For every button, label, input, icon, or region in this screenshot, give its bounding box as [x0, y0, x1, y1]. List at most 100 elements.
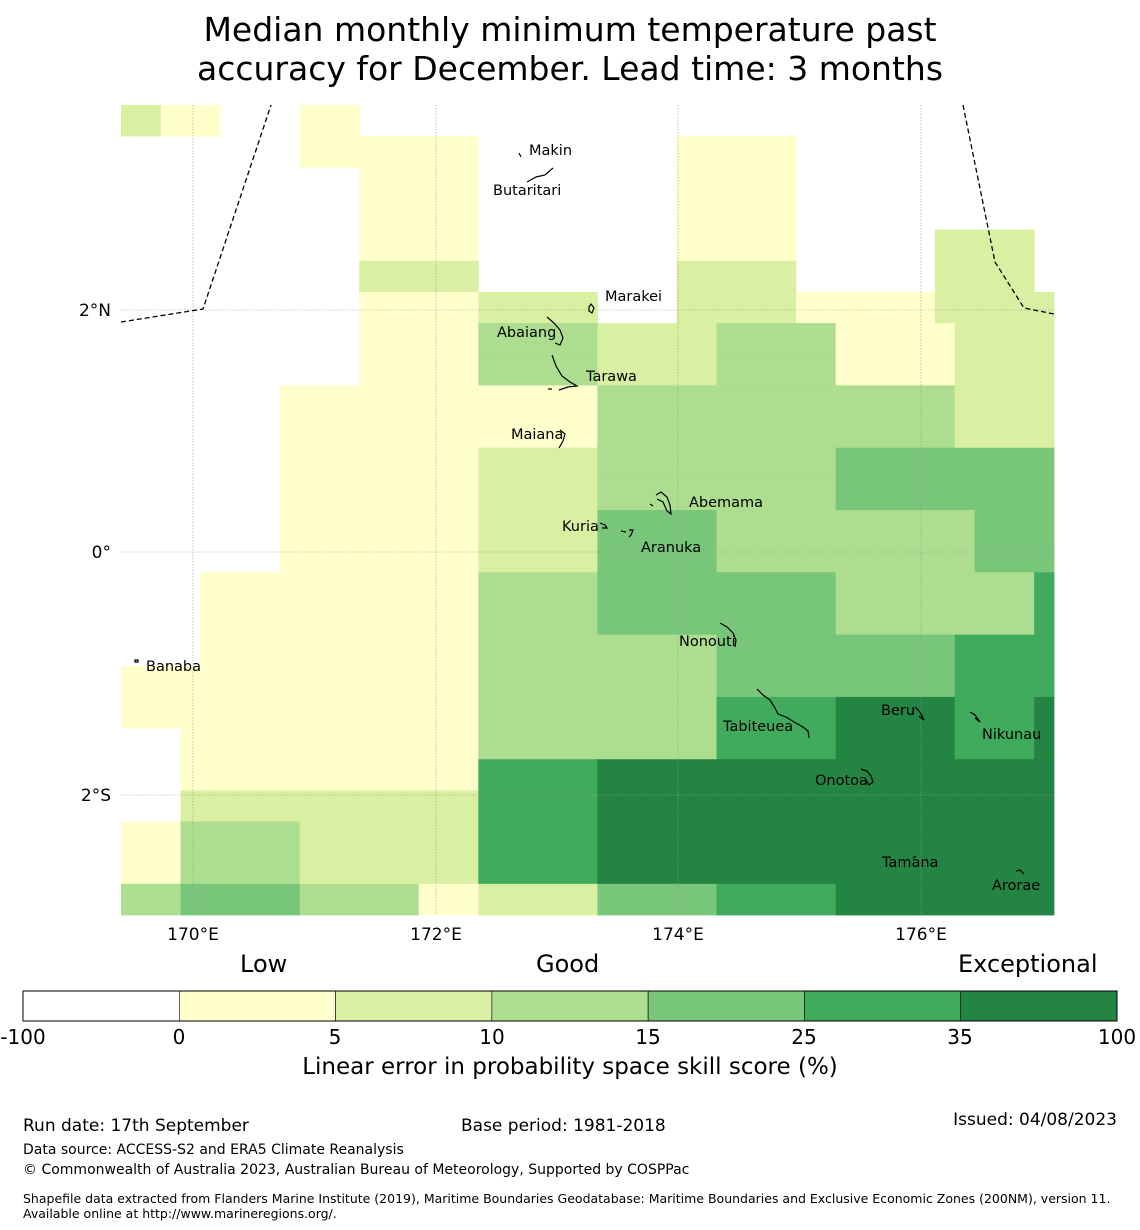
grid-cell	[299, 821, 479, 854]
grid-cell	[478, 291, 598, 324]
colorbar-swatch-2	[335, 990, 493, 1022]
island-label-beru: Beru	[881, 703, 915, 719]
grid-cell	[597, 541, 717, 573]
lat-label-2n: 2°N	[79, 301, 111, 321]
grid-cell	[954, 728, 1035, 760]
colorbar-swatch-4	[647, 990, 805, 1022]
grid-cell	[180, 821, 301, 854]
grid-cell	[597, 447, 837, 480]
grid-cell	[359, 323, 479, 355]
grid-cell	[597, 759, 1055, 791]
grid-cell	[716, 634, 956, 667]
grid-cell	[954, 323, 1055, 355]
grid-cell	[716, 354, 837, 386]
grid-cell	[597, 603, 837, 636]
colorbar-tick-25: 25	[791, 1025, 816, 1049]
eez-boundary-west	[120, 104, 272, 323]
grid-cell	[835, 478, 1055, 511]
grid-cell	[478, 634, 717, 667]
issued-date: Issued: 04/08/2023	[953, 1110, 1117, 1130]
grid-cell	[716, 541, 975, 573]
colorbar-tick-5: 5	[329, 1025, 342, 1049]
lat-label-0: 0°	[92, 543, 111, 563]
island-label-onotoa: Onotoa	[815, 773, 868, 789]
lon-label-176e: 176°E	[895, 925, 947, 945]
colorbar-tick-0: 0	[173, 1025, 186, 1049]
data-source: Data source: ACCESS-S2 and ERA5 Climate …	[23, 1142, 404, 1158]
grid-cell	[954, 634, 1055, 667]
grid-cell	[835, 354, 956, 386]
grid-cell	[716, 728, 837, 760]
title-line-1: Median monthly minimum temperature past	[203, 10, 937, 49]
grid-cell	[676, 229, 797, 262]
grid-cell	[716, 883, 837, 916]
grid-cell	[359, 260, 479, 293]
grid-cell	[299, 136, 479, 168]
grid-cell	[954, 696, 1035, 729]
grid-cell	[835, 572, 1035, 604]
grid-cell	[279, 478, 479, 511]
grid-cell	[835, 323, 956, 355]
colorbar	[22, 990, 1118, 1022]
legend-category-low: Low	[240, 950, 288, 978]
grid-cell	[200, 572, 479, 604]
grid-cell	[597, 790, 1055, 822]
island-labels: Makin Butaritari Marakei Abaiang Tarawa …	[146, 143, 1041, 894]
island-shape-butaritari	[526, 167, 554, 183]
grid-cell	[121, 105, 162, 137]
grid-cell	[279, 416, 598, 449]
lat-label-2s: 2°S	[81, 786, 111, 806]
island-shape-maiana	[558, 429, 566, 449]
grid-cell	[597, 478, 837, 511]
eez-boundary-east	[962, 104, 1055, 315]
grid-cell	[160, 105, 221, 137]
grid-cell	[359, 291, 479, 324]
grid-cell	[279, 510, 479, 542]
grid-cell	[716, 665, 956, 698]
grid-cell	[835, 447, 1055, 480]
grid-cell	[716, 323, 837, 355]
island-shape-nikunau	[969, 711, 981, 723]
base-period: Base period: 1981-2018	[461, 1116, 666, 1136]
grid-cell	[597, 385, 956, 417]
grid-cell	[279, 447, 479, 480]
island-shape-tarawa	[551, 354, 579, 391]
grid-cell	[934, 260, 1035, 293]
island-label-marakei: Marakei	[605, 289, 662, 305]
grid-cell	[954, 354, 1055, 386]
colorbar-tick-15: 15	[635, 1025, 660, 1049]
grid-cell	[716, 696, 837, 729]
grid-cell	[1034, 603, 1055, 636]
lon-label-172e: 172°E	[410, 925, 462, 945]
grid-cell	[359, 229, 479, 262]
grid-cell	[597, 416, 956, 449]
island-shape-banaba	[134, 659, 139, 663]
colorbar-label: Linear error in probability space skill …	[302, 1054, 838, 1080]
grid-cell	[478, 510, 598, 542]
island-label-arorae: Arorae	[992, 878, 1040, 894]
grid-cell	[359, 167, 479, 199]
colorbar-tick-35: 35	[947, 1025, 972, 1049]
grid-cell	[180, 759, 479, 791]
grid-cell	[359, 198, 479, 231]
grid-cell	[478, 572, 598, 604]
grid-cell	[676, 167, 797, 199]
legend-category-good: Good	[536, 950, 600, 978]
island-outlines	[134, 152, 1025, 875]
colorbar-ticks: -100 0 5 10 15 25 35 100	[0, 1025, 1136, 1049]
lon-label-170e: 170°E	[167, 925, 219, 945]
island-label-butaritari: Butaritari	[493, 183, 561, 199]
island-label-abaiang: Abaiang	[497, 325, 556, 341]
grid-cell	[835, 603, 1035, 636]
island-shape-tamana	[912, 855, 917, 859]
grid-cell	[200, 634, 479, 667]
island-label-tamana: Tamana	[881, 855, 938, 871]
grid-cell	[478, 728, 717, 760]
grid-cell	[597, 821, 1055, 854]
grid-cell	[954, 416, 1055, 449]
island-label-aranuka: Aranuka	[641, 540, 701, 556]
grid-cell	[974, 510, 1055, 542]
grid-cell	[121, 821, 181, 854]
grid-cell	[597, 323, 717, 355]
island-label-tabiteuea: Tabiteuea	[722, 719, 793, 735]
